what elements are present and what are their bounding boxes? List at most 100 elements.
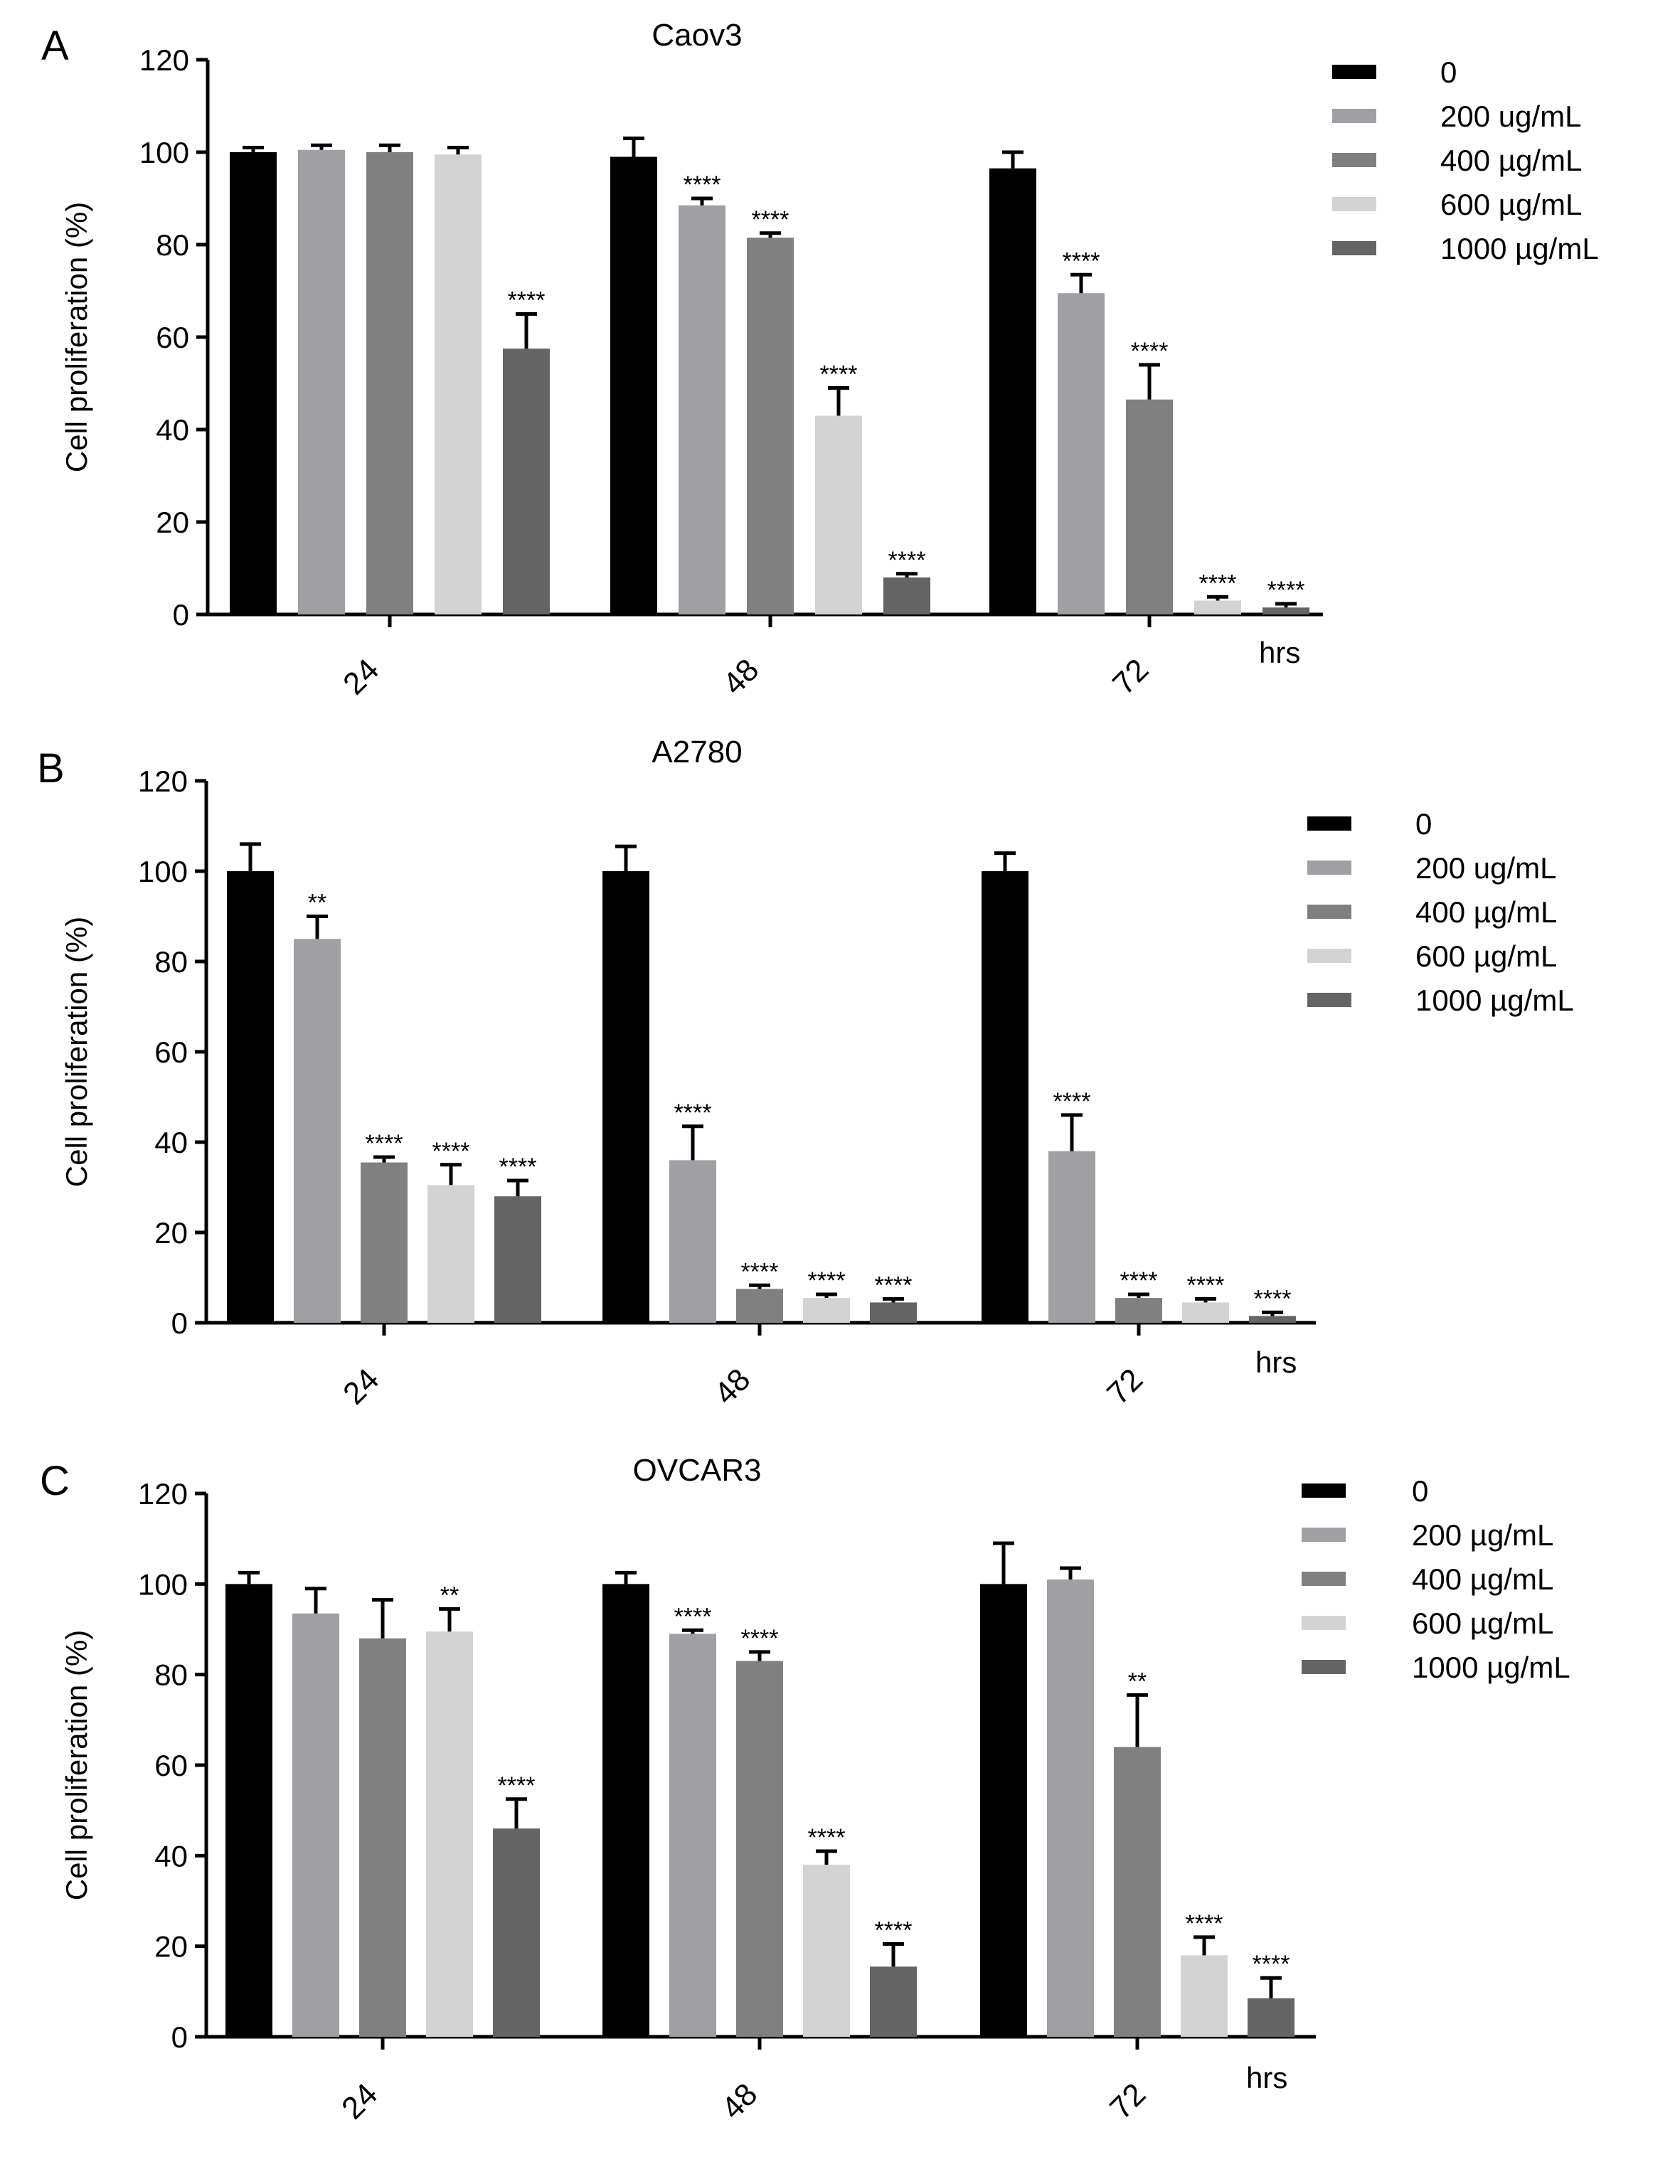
x-unit-label: hrs (1259, 636, 1300, 669)
x-tick-label: 24 (336, 1362, 386, 1411)
x-tick-label: 48 (715, 2077, 764, 2126)
y-tick-label: 60 (154, 1035, 188, 1069)
y-tick-label: 0 (171, 2020, 188, 2054)
legend-label: 1000 µg/mL (1412, 1651, 1570, 1684)
bar-200-ug-ml-72 (1048, 1151, 1095, 1323)
bar-0-24 (227, 871, 274, 1323)
significance-label: ** (308, 890, 326, 917)
legend-label: 600 µg/mL (1415, 939, 1557, 973)
bar-600-g-ml-72 (1194, 600, 1241, 614)
chart-panel-c: C OVCAR3 0 20 40 60 80 100 120 Cell proliferation… (40, 1453, 1570, 2126)
significance-label: **** (741, 1258, 779, 1285)
legend-label: 1000 µg/mL (1415, 984, 1574, 1017)
bar-400-g-ml-72 (1126, 399, 1173, 614)
chart-panel-b: B A2780 0 20 40 60 80 100 120 Cell proliferation … (37, 735, 1574, 1411)
significance-label: **** (674, 1603, 712, 1630)
legend: 0 200 ug/mL 400 µg/mL 600 µg/mL 1000 µg/mL (1307, 807, 1574, 1017)
significance-label: **** (498, 1772, 536, 1799)
legend-swatch (1307, 905, 1351, 919)
y-tick-label: 80 (154, 1658, 188, 1692)
panel-label: C (40, 1458, 70, 1504)
legend-swatch (1332, 197, 1376, 211)
legend-label: 1000 µg/mL (1440, 232, 1599, 265)
y-tick-label: 120 (139, 43, 189, 77)
bar-0-24 (230, 152, 277, 614)
bar-1000-g-ml-48 (883, 577, 930, 614)
significance-label: **** (366, 1130, 403, 1157)
bar-1000-g-ml-48 (870, 1966, 917, 2037)
significance-label: **** (875, 1272, 913, 1299)
significance-label: **** (875, 1917, 913, 1944)
y-axis-title: Cell proliferation (%) (60, 202, 93, 472)
bar-0-72 (989, 168, 1036, 614)
bar-0-48 (602, 1584, 649, 2037)
significance-label: **** (888, 547, 926, 574)
x-tick-label: 72 (1100, 1362, 1149, 1411)
significance-label: **** (499, 1154, 537, 1181)
chart-title: OVCAR3 (633, 1453, 762, 1488)
bar-200-g-ml-48 (669, 1634, 716, 2037)
bar-400-g-ml-48 (736, 1289, 783, 1323)
y-tick-label: 100 (138, 855, 188, 888)
legend-label: 0 (1412, 1474, 1428, 1508)
legend-label: 200 µg/mL (1412, 1518, 1553, 1552)
significance-label: **** (1186, 1910, 1223, 1937)
y-tick-label: 100 (138, 1567, 188, 1601)
bar-600-g-ml-72 (1181, 1955, 1228, 2037)
legend-swatch (1302, 1483, 1346, 1498)
bar-1000-g-ml-72 (1262, 607, 1309, 614)
legend-swatch (1332, 65, 1376, 79)
bar-400-g-ml-24 (366, 152, 413, 614)
x-tick-label: 72 (1103, 2077, 1152, 2126)
legend-swatch (1332, 153, 1376, 167)
y-tick-label: 120 (138, 765, 188, 798)
x-tick-label: 48 (716, 652, 765, 701)
bar-200-ug-ml-48 (679, 205, 725, 614)
panel-label: A (41, 23, 69, 69)
y-tick-label: 0 (171, 1306, 188, 1340)
y-tick-label: 20 (154, 1216, 188, 1250)
bar-0-48 (610, 156, 657, 614)
legend-label: 200 ug/mL (1440, 100, 1581, 133)
significance-label: **** (808, 1824, 846, 1851)
significance-label: **** (741, 1625, 779, 1652)
legend-swatch (1307, 816, 1351, 831)
bar-200-g-ml-72 (1047, 1579, 1094, 2037)
bar-400-g-ml-72 (1115, 1298, 1162, 1323)
x-tick-label: 72 (1106, 652, 1155, 701)
x-tick-label: 48 (708, 1362, 757, 1411)
significance-label: **** (1199, 570, 1237, 597)
bar-400-g-ml-48 (736, 1661, 783, 2037)
y-tick-label: 40 (154, 1126, 188, 1159)
significance-label: **** (432, 1138, 470, 1165)
bar-1000-g-ml-24 (494, 1196, 541, 1323)
y-tick-label: 40 (156, 413, 189, 447)
bar-600-g-ml-48 (815, 415, 862, 614)
panel-label: B (37, 745, 65, 792)
significance-label: **** (1254, 1285, 1292, 1312)
bar-600-g-ml-48 (803, 1298, 850, 1323)
legend: 0 200 µg/mL 400 µg/mL 600 µg/mL 1000 µg/mL (1302, 1474, 1570, 1684)
y-tick-label: 40 (154, 1839, 188, 1873)
y-tick-label: 100 (139, 136, 189, 169)
significance-label: **** (1053, 1088, 1091, 1115)
significance-label: **** (1253, 1951, 1290, 1978)
significance-label: **** (752, 206, 790, 233)
significance-label: **** (808, 1267, 846, 1294)
bar-0-72 (982, 871, 1028, 1323)
significance-label: **** (1120, 1267, 1158, 1294)
significance-label: ** (1128, 1668, 1147, 1695)
y-tick-label: 120 (138, 1477, 188, 1511)
legend-label: 400 µg/mL (1412, 1562, 1553, 1596)
legend-label: 0 (1415, 807, 1432, 841)
bar-1000-g-ml-72 (1248, 1998, 1294, 2037)
significance-label: **** (508, 287, 546, 314)
bar-1000-g-ml-72 (1249, 1316, 1296, 1323)
significance-label: **** (674, 1099, 712, 1126)
bar-600-g-ml-72 (1182, 1302, 1229, 1323)
bar-1000-g-ml-24 (493, 1828, 540, 2037)
chart-title: A2780 (652, 735, 742, 769)
bar-600-g-ml-24 (427, 1185, 474, 1323)
bar-200-ug-ml-24 (294, 939, 341, 1323)
legend-swatch (1302, 1528, 1346, 1542)
